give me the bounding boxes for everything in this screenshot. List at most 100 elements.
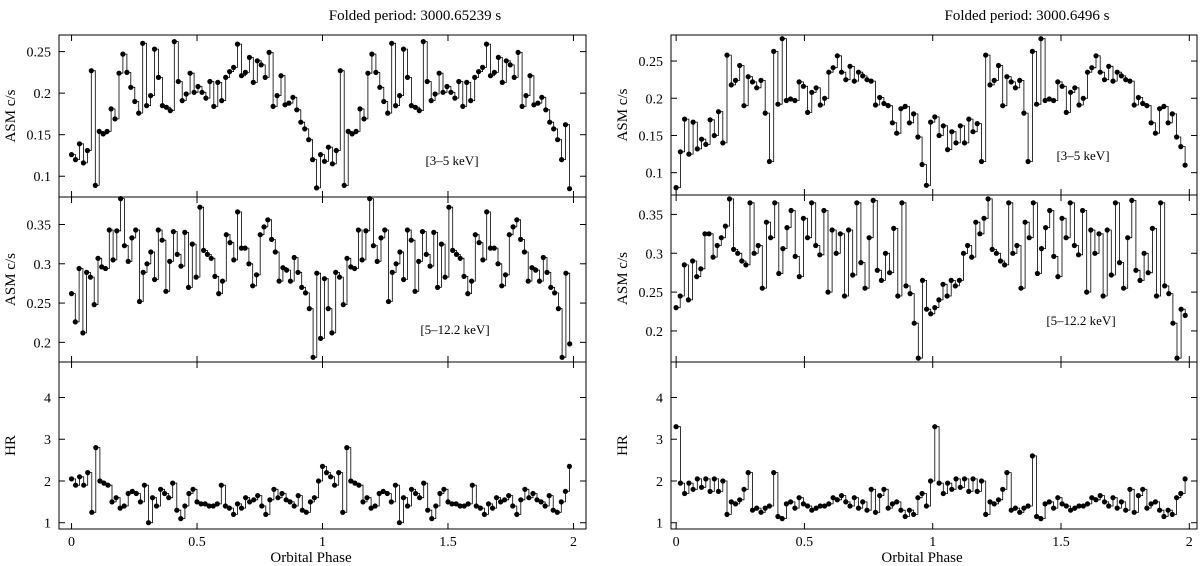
data-point (1059, 83, 1065, 89)
data-point (1034, 101, 1040, 107)
data-point (540, 254, 546, 261)
data-point (847, 63, 853, 69)
data-point (428, 98, 434, 104)
data-point (566, 186, 573, 192)
data-point (906, 507, 913, 513)
data-point (280, 265, 286, 271)
data-point (88, 68, 94, 74)
y-tick-label: 0.3 (646, 247, 664, 262)
y-tick-label: 3 (44, 433, 51, 448)
data-point (489, 505, 496, 511)
data-point (247, 499, 253, 505)
data-point (1029, 48, 1035, 55)
data-point (1063, 235, 1069, 241)
data-point (829, 227, 835, 233)
data-point (903, 283, 909, 289)
data-point (76, 265, 82, 272)
data-point (144, 103, 150, 109)
data-point (485, 501, 492, 507)
data-point (1017, 77, 1023, 83)
data-point (1029, 453, 1035, 459)
chart-title: Folded period: 3000.65239 s (329, 8, 502, 24)
y-tick-label: 0.25 (27, 46, 52, 61)
data-point (372, 503, 378, 509)
data-point (128, 84, 134, 90)
data-point (295, 269, 301, 275)
data-point (694, 146, 700, 152)
x-tick-label: 2 (570, 535, 577, 550)
data-point (291, 254, 297, 261)
data-point (720, 478, 726, 484)
data-point (702, 231, 708, 237)
data-point (1152, 130, 1158, 136)
data-point (1101, 499, 1108, 505)
data-point (1123, 77, 1129, 83)
data-point (481, 511, 487, 517)
data-point (707, 488, 713, 494)
data-point (755, 242, 761, 249)
data-point (1182, 312, 1188, 318)
data-point (1110, 78, 1116, 84)
data-point (187, 70, 193, 76)
data-point (960, 250, 967, 256)
data-point (353, 128, 359, 134)
step-line (71, 198, 571, 358)
data-point (431, 229, 437, 235)
data-point (1165, 120, 1171, 126)
data-point (96, 128, 102, 134)
data-point (167, 108, 173, 114)
data-point (1165, 507, 1171, 513)
data-point (412, 104, 418, 110)
data-point (690, 486, 696, 492)
data-point (436, 70, 442, 76)
data-point (178, 263, 184, 269)
y-tick-label: 2 (44, 475, 51, 490)
data-point (117, 505, 123, 511)
data-point (1118, 73, 1124, 79)
data-point (534, 497, 540, 503)
data-point (425, 507, 431, 513)
data-point (783, 97, 790, 104)
y-tick-label: 0.25 (639, 55, 664, 70)
data-point (1097, 69, 1103, 75)
data-point (1075, 252, 1082, 258)
data-point (68, 476, 75, 482)
data-point (303, 509, 309, 515)
data-point (1055, 274, 1061, 280)
data-point (144, 261, 150, 267)
data-point (788, 96, 794, 102)
data-point (1004, 74, 1010, 80)
data-point (966, 116, 972, 122)
data-point (72, 319, 78, 325)
data-point (974, 488, 980, 494)
data-point (507, 62, 513, 68)
data-point (284, 267, 290, 273)
data-point (498, 499, 504, 505)
x-tick-label: 0.5 (796, 535, 814, 550)
data-point (356, 482, 362, 488)
data-point (381, 98, 387, 105)
data-point (136, 110, 142, 116)
data-point (182, 503, 188, 509)
data-point (506, 232, 512, 238)
data-point (363, 228, 369, 234)
data-point (838, 493, 845, 499)
data-point (336, 274, 343, 280)
data-point (404, 74, 411, 80)
data-point (677, 149, 684, 155)
data-point (885, 103, 891, 109)
data-point (817, 503, 823, 509)
data-point (1000, 486, 1006, 492)
data-point (1055, 79, 1061, 85)
data-point (779, 36, 785, 42)
data-point (206, 503, 212, 509)
data-point (519, 103, 525, 109)
y-tick-label: 0.2 (646, 325, 664, 340)
data-point (567, 341, 573, 347)
data-point (830, 65, 836, 71)
data-point (731, 246, 737, 252)
data-point (699, 136, 705, 142)
data-point (185, 284, 192, 290)
data-point (843, 499, 849, 505)
y-tick-label: 0.1 (34, 170, 52, 185)
